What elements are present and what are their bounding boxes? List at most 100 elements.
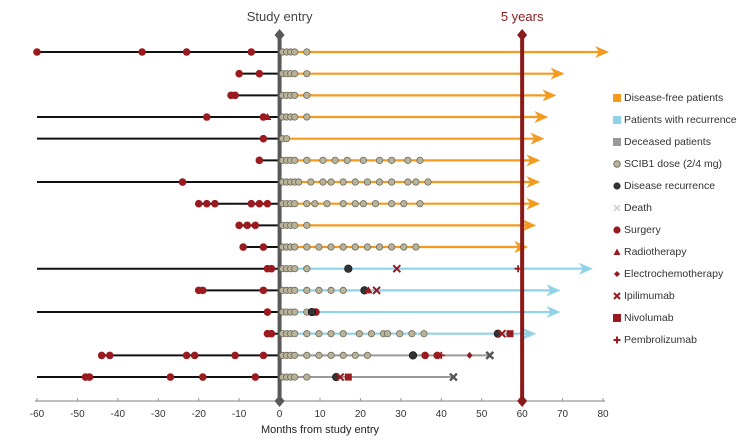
legend-label: Disease recurrence xyxy=(624,180,716,192)
legend-label: SCIB1 dose (2/4 mg) xyxy=(624,158,723,170)
reference-lines xyxy=(274,29,528,407)
surgery-marker xyxy=(255,199,264,208)
scib1-dose-marker xyxy=(408,330,416,338)
follow-up-arrow xyxy=(522,327,537,340)
scib1-dose-marker xyxy=(291,48,299,56)
scib1-dose-marker xyxy=(363,178,372,186)
surgery-marker xyxy=(198,373,207,381)
scib1-dose-marker xyxy=(367,330,376,338)
scib1-dose-marker xyxy=(291,156,299,164)
follow-up-arrow xyxy=(522,219,537,232)
patient-row xyxy=(37,306,561,319)
scib1-dose-marker xyxy=(291,373,299,381)
scib1-dose-marker xyxy=(327,330,335,338)
x-tick-label: 40 xyxy=(436,409,448,420)
scib1-dose-marker xyxy=(303,113,311,121)
x-tick-label: -40 xyxy=(111,409,126,420)
surgery-marker xyxy=(259,351,268,360)
scib1-dose-marker xyxy=(291,265,299,273)
surgery-marker xyxy=(251,221,260,230)
patient-events xyxy=(263,307,320,317)
legend-x-icon xyxy=(613,292,621,300)
ipilimumab-marker xyxy=(372,286,381,295)
surgery-marker xyxy=(259,286,268,295)
x-tick-label: -30 xyxy=(151,409,166,420)
scib1-dose-marker xyxy=(371,200,380,208)
scib1-dose-marker xyxy=(331,156,339,164)
patient-events xyxy=(97,351,495,360)
scib1-dose-marker xyxy=(303,373,311,381)
legend-item: Pembrolizumab xyxy=(612,329,737,351)
legend-label: Disease-free patients xyxy=(624,92,724,104)
legend-item: Surgery xyxy=(612,219,737,241)
scib1-dose-marker xyxy=(339,351,347,359)
legend: Disease-free patients Patients with recur… xyxy=(612,87,737,351)
surgery-marker xyxy=(433,351,442,360)
scib1-dose-marker xyxy=(424,178,432,186)
scib1-dose-marker xyxy=(323,200,331,208)
disease-recurrence-marker xyxy=(344,264,353,273)
patient-events xyxy=(227,91,311,100)
legend-label: Deceased patients xyxy=(624,136,711,148)
surgery-marker xyxy=(259,243,268,251)
scib1-dose-marker xyxy=(319,156,327,164)
event-markers xyxy=(33,48,522,382)
surgery-marker xyxy=(97,351,106,360)
pembrolizumab-marker xyxy=(514,265,522,273)
patient-row xyxy=(231,89,557,102)
scib1-dose-marker xyxy=(420,330,428,338)
surgery-marker xyxy=(182,351,191,360)
scib1-dose-marker xyxy=(339,330,347,338)
surgery-marker xyxy=(211,199,219,208)
follow-up-arrow xyxy=(530,132,545,145)
scib1-dose-marker xyxy=(359,200,367,208)
five-years-label: 5 years xyxy=(501,9,544,24)
legend-item: Death xyxy=(612,197,737,219)
scib1-dose-marker xyxy=(363,243,372,251)
legend-item: Nivolumab xyxy=(612,307,737,329)
ipilimumab-marker xyxy=(336,372,345,382)
pembrolizumab-marker xyxy=(437,351,445,359)
scib1-dose-marker xyxy=(412,178,420,186)
five-years-top-marker xyxy=(517,29,528,41)
scib1-dose-marker xyxy=(343,156,351,164)
surgery-marker xyxy=(231,351,239,360)
scib1-dose-marker xyxy=(291,221,299,229)
x-tick-label: 10 xyxy=(314,409,326,420)
follow-up-arrow xyxy=(526,176,541,189)
surgery-marker xyxy=(166,373,175,381)
scib1-dose-marker xyxy=(303,70,311,78)
surgery-marker xyxy=(33,48,41,56)
scib1-dose-marker xyxy=(375,178,384,186)
ipilimumab-marker xyxy=(392,264,402,273)
scib1-dose-marker xyxy=(412,243,420,251)
scib1-dose-marker xyxy=(388,156,396,164)
patient-events xyxy=(194,286,381,295)
legend-item: Radiotherapy xyxy=(612,241,737,263)
follow-up-arrow xyxy=(542,89,557,102)
scib1-dose-marker xyxy=(388,178,396,186)
legend-item: Electrochemotherapy xyxy=(612,263,737,285)
surgery-marker xyxy=(259,134,268,143)
x-tick-label: 20 xyxy=(355,409,367,420)
scib1-dose-marker xyxy=(303,156,311,164)
legend-item: Disease-free patients xyxy=(612,87,737,109)
study-entry-label: Study entry xyxy=(247,9,313,24)
patient-events xyxy=(235,69,311,78)
legend-label: Electrochemotherapy xyxy=(624,268,724,280)
legend-item: Ipilimumab xyxy=(612,285,737,307)
scib1-dose-marker xyxy=(303,286,311,294)
surgery-marker xyxy=(267,329,276,338)
electrochemotherapy-marker xyxy=(466,351,473,359)
surgery-marker xyxy=(105,351,114,360)
scib1-dose-marker xyxy=(291,91,299,99)
legend-square-icon xyxy=(613,138,621,146)
scib1-dose-marker xyxy=(303,200,311,208)
legend-label: Pembrolizumab xyxy=(624,334,697,346)
surgery-marker xyxy=(263,308,272,316)
scib1-dose-marker xyxy=(384,330,392,338)
legend-label: Radiotherapy xyxy=(624,246,687,258)
scib1-dose-marker xyxy=(327,178,335,186)
follow-up-arrow xyxy=(526,197,541,210)
